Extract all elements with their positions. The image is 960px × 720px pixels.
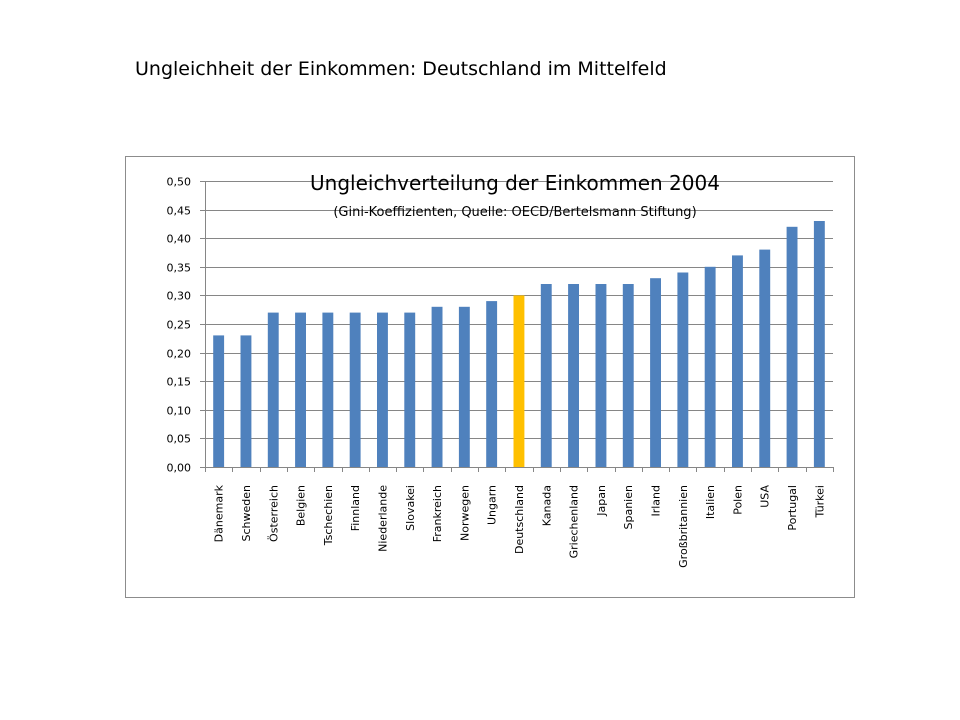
x-axis-labels: Dänemark Schweden Österreich Belgien Tschech… (213, 484, 827, 567)
bar (759, 249, 771, 467)
y-tick-label: 0,50 (167, 176, 192, 189)
bar (513, 295, 525, 467)
axes (205, 181, 834, 472)
slide-title: Ungleichheit der Einkommen: Deutschland … (135, 58, 667, 80)
x-tick-label: Spanien (622, 485, 635, 530)
x-tick-label: Italien (704, 485, 717, 519)
bar (213, 335, 225, 467)
bar (431, 306, 443, 467)
bar (349, 312, 361, 467)
x-tick-label: Polen (731, 485, 744, 515)
bar (677, 272, 689, 467)
x-tick-label: Portugal (786, 485, 799, 531)
x-tick-label: Deutschland (513, 485, 526, 554)
x-tick-label: Niederlande (376, 485, 389, 552)
y-axis-ticks: 0,00 0,05 0,10 0,15 0,20 0,25 0,30 0,35 0,40 0,45… (167, 176, 205, 475)
bar (458, 306, 470, 467)
bar (622, 284, 634, 467)
y-tick-label: 0,15 (167, 376, 192, 389)
y-tick-label: 0,40 (167, 233, 192, 246)
bar (377, 312, 388, 467)
bar (813, 221, 825, 467)
bar (650, 278, 661, 467)
bar (240, 335, 252, 467)
y-tick-label: 0,05 (167, 433, 192, 446)
bar (540, 284, 552, 467)
bar-chart: 0,00 0,05 0,10 0,15 0,20 0,25 0,30 0,35 0,40 0,45… (167, 171, 834, 568)
x-tick-label: Norwegen (458, 485, 471, 541)
x-tick-label: Dänemark (213, 484, 226, 542)
bar (704, 266, 716, 467)
x-tick-label: Belgien (295, 485, 308, 526)
x-tick-label: Slovakei (404, 485, 417, 531)
chart-frame: 0,00 0,05 0,10 0,15 0,20 0,25 0,30 0,35 0,40 0,45… (125, 156, 855, 598)
y-tick-label: 0,45 (167, 205, 192, 218)
x-tick-label: Japan (595, 485, 608, 517)
bar (786, 226, 798, 467)
y-tick-label: 0,20 (167, 348, 192, 361)
x-tick-label: Finnland (349, 485, 362, 531)
y-tick-label: 0,30 (167, 290, 192, 303)
x-tick-label: Frankreich (431, 485, 444, 542)
chart-subtitle: (Gini-Koeffizienten, Quelle: OECD/Bertel… (333, 205, 696, 220)
bar (267, 312, 279, 467)
bar (404, 312, 416, 467)
x-tick-label: Großbritannien (677, 485, 690, 568)
bars (213, 221, 825, 467)
bar (322, 312, 334, 467)
x-tick-label: Türkei (813, 485, 826, 519)
bar (486, 301, 498, 467)
chart-title: Ungleichverteilung der Einkommen 2004 (310, 171, 720, 195)
x-tick-label: Irland (650, 485, 663, 517)
x-tick-label: Ungarn (486, 485, 499, 525)
x-tick-label: Kanada (540, 485, 553, 526)
bar (732, 255, 743, 467)
bar (295, 312, 306, 467)
x-tick-label: USA (759, 485, 772, 508)
x-tick-label: Tschechien (322, 485, 335, 546)
bar (568, 284, 579, 467)
y-tick-label: 0,25 (167, 319, 192, 332)
bar (595, 284, 607, 467)
y-tick-label: 0,00 (167, 462, 192, 475)
y-tick-label: 0,35 (167, 262, 192, 275)
x-tick-label: Österreich (267, 485, 280, 542)
x-tick-label: Schweden (240, 485, 253, 542)
x-tick-label: Griechenland (568, 485, 581, 558)
y-tick-label: 0,10 (167, 405, 192, 418)
